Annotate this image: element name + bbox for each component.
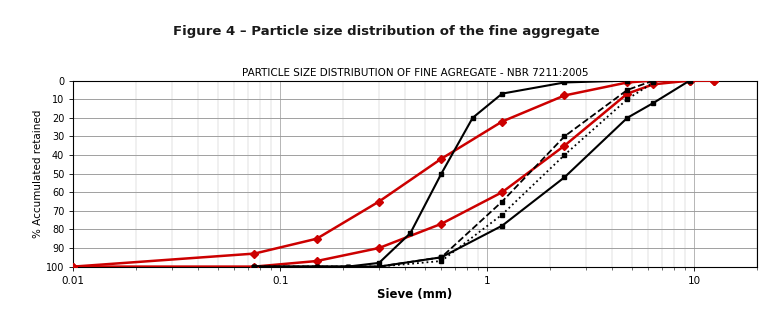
- Title: PARTICLE SIZE DISTRIBUTION OF FINE AGREGATE - NBR 7211:2005: PARTICLE SIZE DISTRIBUTION OF FINE AGREG…: [242, 69, 588, 78]
- X-axis label: Sieve (mm): Sieve (mm): [378, 288, 452, 301]
- Text: Figure 4 – Particle size distribution of the fine aggregate: Figure 4 – Particle size distribution of…: [173, 25, 599, 38]
- Y-axis label: % Accumulated retained: % Accumulated retained: [33, 109, 43, 238]
